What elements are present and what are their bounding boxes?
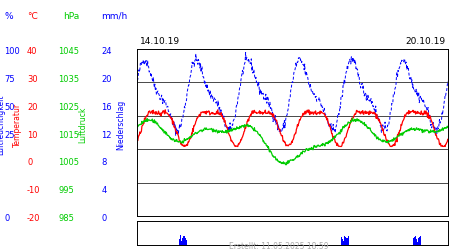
Text: 100: 100 [4,47,20,56]
Text: hPa: hPa [63,12,79,21]
Text: 50: 50 [4,102,15,112]
Text: Erstellt: 11.05.2025 18:59: Erstellt: 11.05.2025 18:59 [229,242,329,250]
Bar [345,238,346,245]
Text: 20.10.19: 20.10.19 [405,37,446,46]
Text: Luftfeuchtigkeit: Luftfeuchtigkeit [0,95,5,155]
Bar [347,238,348,245]
Text: Luftdruck: Luftdruck [79,107,88,143]
Bar [183,236,184,245]
Text: °C: °C [27,12,38,21]
Text: -20: -20 [27,214,40,223]
Bar [415,236,416,245]
Bar [417,242,418,245]
Bar [181,241,182,245]
Bar [420,238,421,245]
Bar [420,236,421,245]
Bar [182,238,183,245]
Bar [180,235,181,245]
Text: 30: 30 [27,75,38,84]
Bar [344,236,345,245]
Text: 40: 40 [27,47,37,56]
Text: 995: 995 [58,186,74,195]
Text: 1015: 1015 [58,130,80,140]
Text: 75: 75 [4,75,15,84]
Text: %: % [4,12,13,21]
Bar [416,239,417,245]
Bar [348,236,349,245]
Text: Niederschlag: Niederschlag [116,100,125,150]
Text: 1005: 1005 [58,158,80,168]
Bar [346,238,347,245]
Text: 20: 20 [101,75,112,84]
Bar [341,237,342,245]
Bar [345,237,346,245]
Text: 1035: 1035 [58,75,80,84]
Text: 0: 0 [27,158,32,168]
Bar [184,242,185,245]
Text: Temperatur: Temperatur [13,103,22,147]
Bar [342,239,343,245]
Bar [181,240,182,245]
Bar [184,236,185,245]
Text: 1025: 1025 [58,102,80,112]
Bar [185,238,186,245]
Text: 8: 8 [101,158,107,168]
Text: -10: -10 [27,186,40,195]
Text: 985: 985 [58,214,74,223]
Text: 24: 24 [101,47,112,56]
Text: 20: 20 [27,102,37,112]
Text: 14.10.19: 14.10.19 [140,37,180,46]
Text: 0: 0 [101,214,107,223]
Text: 16: 16 [101,102,112,112]
Text: 12: 12 [101,130,112,140]
Bar [413,238,414,245]
Text: 10: 10 [27,130,37,140]
Text: 1045: 1045 [58,47,80,56]
Text: 0: 0 [4,214,10,223]
Text: 25: 25 [4,130,15,140]
Bar [419,237,420,245]
Bar [343,242,344,245]
Bar [186,240,187,245]
Bar [418,238,419,245]
Text: 4: 4 [101,186,107,195]
Bar [417,238,418,245]
Bar [414,237,415,245]
Text: mm/h: mm/h [101,12,127,21]
